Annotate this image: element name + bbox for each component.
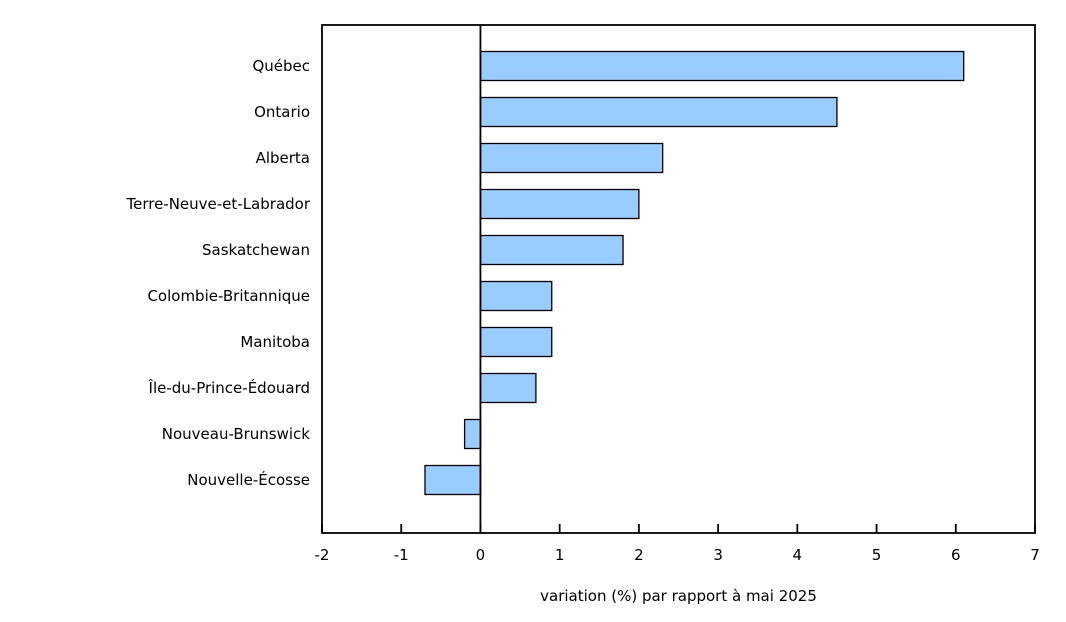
bar xyxy=(479,96,838,128)
bar xyxy=(463,418,482,450)
category-label: Alberta xyxy=(256,149,310,167)
category-label: Nouvelle-Écosse xyxy=(187,470,310,489)
bar xyxy=(479,372,537,404)
x-tick-label: -1 xyxy=(394,546,409,564)
bar xyxy=(479,50,965,82)
x-tick-label: 5 xyxy=(872,546,882,564)
bar xyxy=(424,464,482,496)
category-label: Colombie-Britannique xyxy=(147,287,310,305)
category-label: Ontario xyxy=(254,103,310,121)
category-label: Nouveau-Brunswick xyxy=(162,425,311,443)
bar xyxy=(479,234,624,266)
category-label: Québec xyxy=(252,57,310,75)
x-tick-label: 3 xyxy=(713,546,723,564)
plot-frame xyxy=(321,24,1036,534)
bar xyxy=(479,280,553,312)
x-tick-label: 1 xyxy=(555,546,565,564)
bar xyxy=(479,326,553,358)
x-tick-label: 6 xyxy=(951,546,961,564)
x-tick-label: 7 xyxy=(1030,546,1040,564)
category-label: Manitoba xyxy=(240,333,310,351)
x-axis-title: variation (%) par rapport à mai 2025 xyxy=(540,587,817,605)
x-tick-label: 4 xyxy=(793,546,803,564)
x-tick-label: 0 xyxy=(476,546,486,564)
category-label: Terre-Neuve-et-Labrador xyxy=(125,195,310,213)
category-label: Saskatchewan xyxy=(202,241,310,259)
category-label: Île-du-Prince-Édouard xyxy=(148,378,310,397)
x-tick-label: -2 xyxy=(315,546,330,564)
bar xyxy=(479,188,640,220)
x-tick-label: 2 xyxy=(634,546,644,564)
bar xyxy=(479,142,664,174)
